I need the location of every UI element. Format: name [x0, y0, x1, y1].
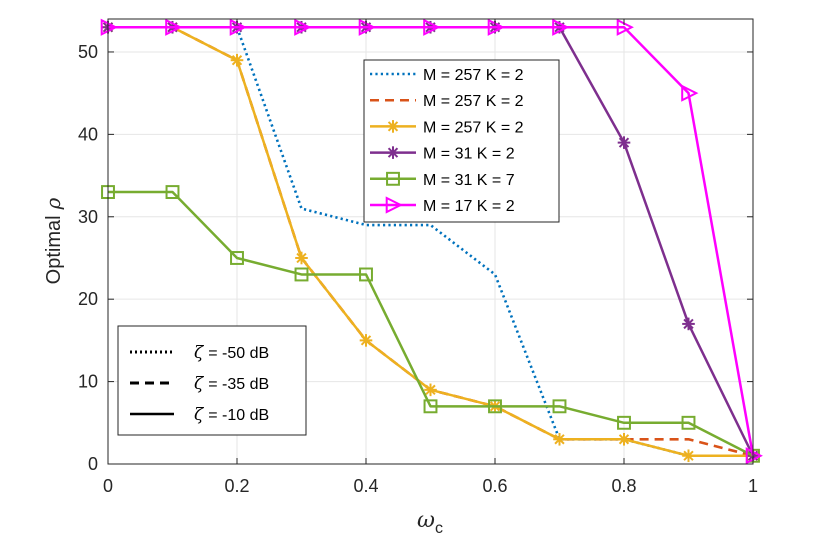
data-point	[617, 415, 631, 430]
data-point	[359, 334, 373, 347]
data-point	[617, 432, 631, 446]
legend-label: M = 31 K = 7	[423, 172, 515, 189]
y-tick-label: 40	[78, 124, 98, 144]
data-point	[423, 18, 441, 36]
legend-label: ζ = -50 dB	[194, 343, 269, 363]
legend-label: M = 257 K = 2	[423, 67, 524, 84]
data-point	[745, 447, 763, 465]
series-legend-entry: M = 257 K = 2	[370, 119, 524, 136]
legend-label: M = 31 K = 2	[423, 146, 515, 163]
series-line	[108, 190, 754, 457]
series-legend-entry: M = 31 K = 7	[370, 172, 515, 189]
series-6	[100, 18, 763, 465]
y-axis-label-symbol: ρ	[41, 197, 65, 210]
zeta-value: = -10 dB	[208, 407, 269, 424]
data-point	[165, 185, 180, 200]
series-line	[108, 25, 755, 456]
y-axis-label-text: Optimal	[43, 215, 65, 284]
x-axis-label-symbol: ω	[417, 508, 435, 533]
x-tick-label: 0	[103, 476, 113, 496]
data-point	[617, 136, 631, 149]
series-legend-entry: M = 17 K = 2	[370, 196, 515, 215]
zeta-value: = -50 dB	[208, 345, 269, 362]
data-point	[553, 432, 566, 446]
x-tick-label: 0.4	[353, 476, 378, 496]
y-tick-label: 50	[78, 42, 98, 62]
style-legend-entry: ζ = -35 dB	[130, 374, 269, 394]
data-point	[424, 383, 437, 397]
zeta-symbol: ζ	[194, 374, 205, 394]
data-point	[487, 18, 505, 36]
data-point	[358, 18, 376, 36]
data-point	[552, 18, 570, 36]
data-point	[230, 53, 244, 67]
y-tick-label: 30	[78, 207, 98, 227]
zeta-value: = -35 dB	[208, 376, 269, 393]
data-point	[359, 267, 373, 282]
legend-label: M = 17 K = 2	[423, 198, 515, 215]
zeta-symbol: ζ	[194, 405, 205, 425]
style-legend-entry: ζ = -10 dB	[130, 405, 269, 425]
data-point	[165, 18, 183, 36]
series-legend-box	[363, 59, 560, 223]
zeta-symbol: ζ	[194, 343, 205, 363]
series-legend: M = 257 K = 2 M = 257 K = 2 M = 257 K = 2 M…	[363, 59, 560, 223]
legend-label: ζ = -10 dB	[194, 405, 269, 425]
x-axis-label: ωc	[417, 508, 443, 537]
data-point	[552, 399, 567, 414]
data-point	[681, 84, 699, 102]
style-legend-entry: ζ = -50 dB	[130, 343, 269, 363]
data-point	[230, 251, 244, 265]
legend-label: ζ = -35 dB	[194, 374, 269, 394]
legend-label: M = 257 K = 2	[423, 119, 524, 136]
data-point	[295, 251, 308, 265]
data-point	[423, 399, 438, 414]
x-tick-label: 1	[748, 476, 758, 496]
data-point	[100, 18, 118, 36]
data-point	[681, 415, 696, 430]
data-point	[385, 196, 403, 214]
y-tick-label: 20	[78, 289, 98, 309]
data-point	[386, 120, 400, 133]
y-axis-label: Optimal ρ	[41, 197, 65, 284]
data-point	[386, 171, 400, 186]
series-legend-entry: M = 31 K = 2	[370, 146, 515, 163]
data-point	[682, 449, 695, 463]
x-axis-label-subscript: c	[435, 520, 443, 537]
plot	[100, 18, 763, 465]
series-legend-entry: M = 257 K = 2	[370, 93, 524, 110]
x-tick-label: 0.8	[611, 476, 636, 496]
x-tick-label: 0.2	[224, 476, 249, 496]
data-point	[488, 399, 502, 414]
style-legend: ζ = -50 dBζ = -35 dBζ = -10 dB	[117, 325, 307, 436]
legend-label: M = 257 K = 2	[423, 93, 524, 110]
data-point	[294, 18, 312, 36]
series-5	[101, 185, 760, 463]
y-tick-label: 0	[88, 454, 98, 474]
y-tick-label: 10	[78, 372, 98, 392]
x-tick-label: 0.6	[482, 476, 507, 496]
axes-box	[107, 18, 754, 465]
data-point	[386, 146, 400, 159]
data-point	[294, 267, 309, 282]
data-point	[229, 18, 247, 36]
data-point	[682, 317, 695, 331]
style-legend-box	[117, 325, 307, 436]
data-point	[616, 18, 634, 36]
series-legend-entry: M = 257 K = 2	[370, 67, 524, 84]
